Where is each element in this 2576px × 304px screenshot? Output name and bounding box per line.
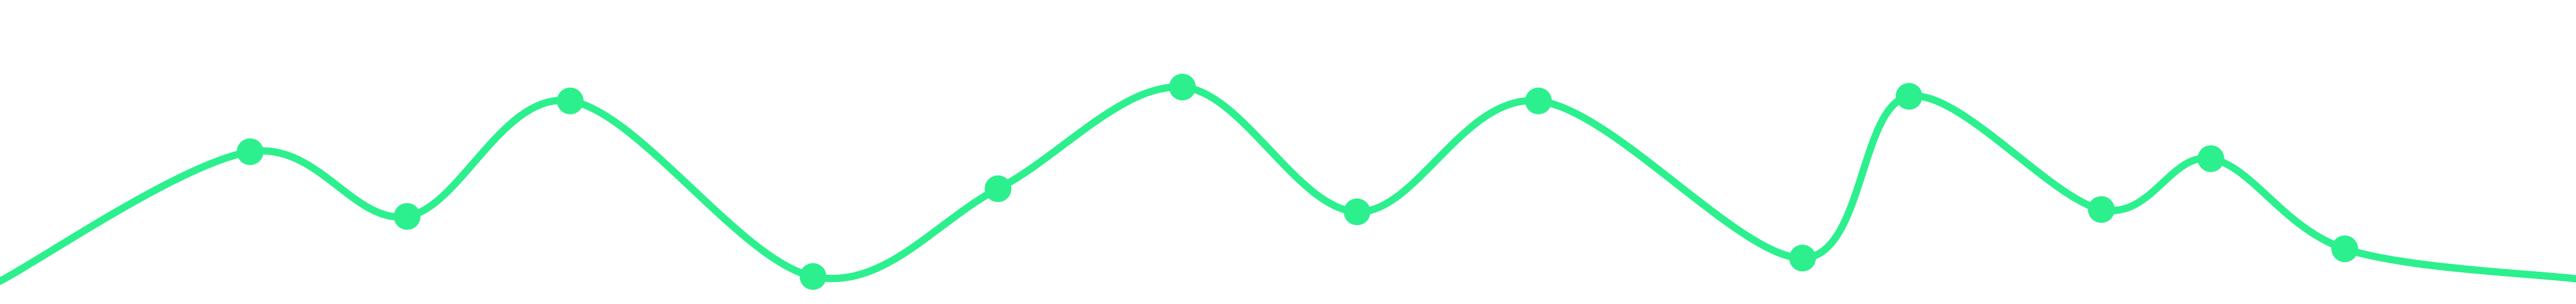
- data-point-marker: [1169, 74, 1196, 101]
- data-point-marker: [2331, 235, 2358, 263]
- data-point-marker: [1789, 244, 1816, 272]
- data-point-marker: [800, 263, 826, 290]
- data-point-marker: [557, 88, 584, 114]
- series-line: [0, 83, 2576, 285]
- data-point-marker: [237, 138, 264, 165]
- data-point-marker: [1896, 83, 1922, 110]
- data-point-marker: [394, 203, 421, 230]
- data-point-marker: [2088, 196, 2115, 223]
- data-point-marker: [1525, 88, 1552, 114]
- series-line-group: [0, 83, 2576, 285]
- data-point-marker: [1344, 198, 1370, 226]
- data-point-marker: [2197, 145, 2224, 172]
- marker-group: [237, 74, 2358, 290]
- data-point-marker: [985, 175, 1011, 202]
